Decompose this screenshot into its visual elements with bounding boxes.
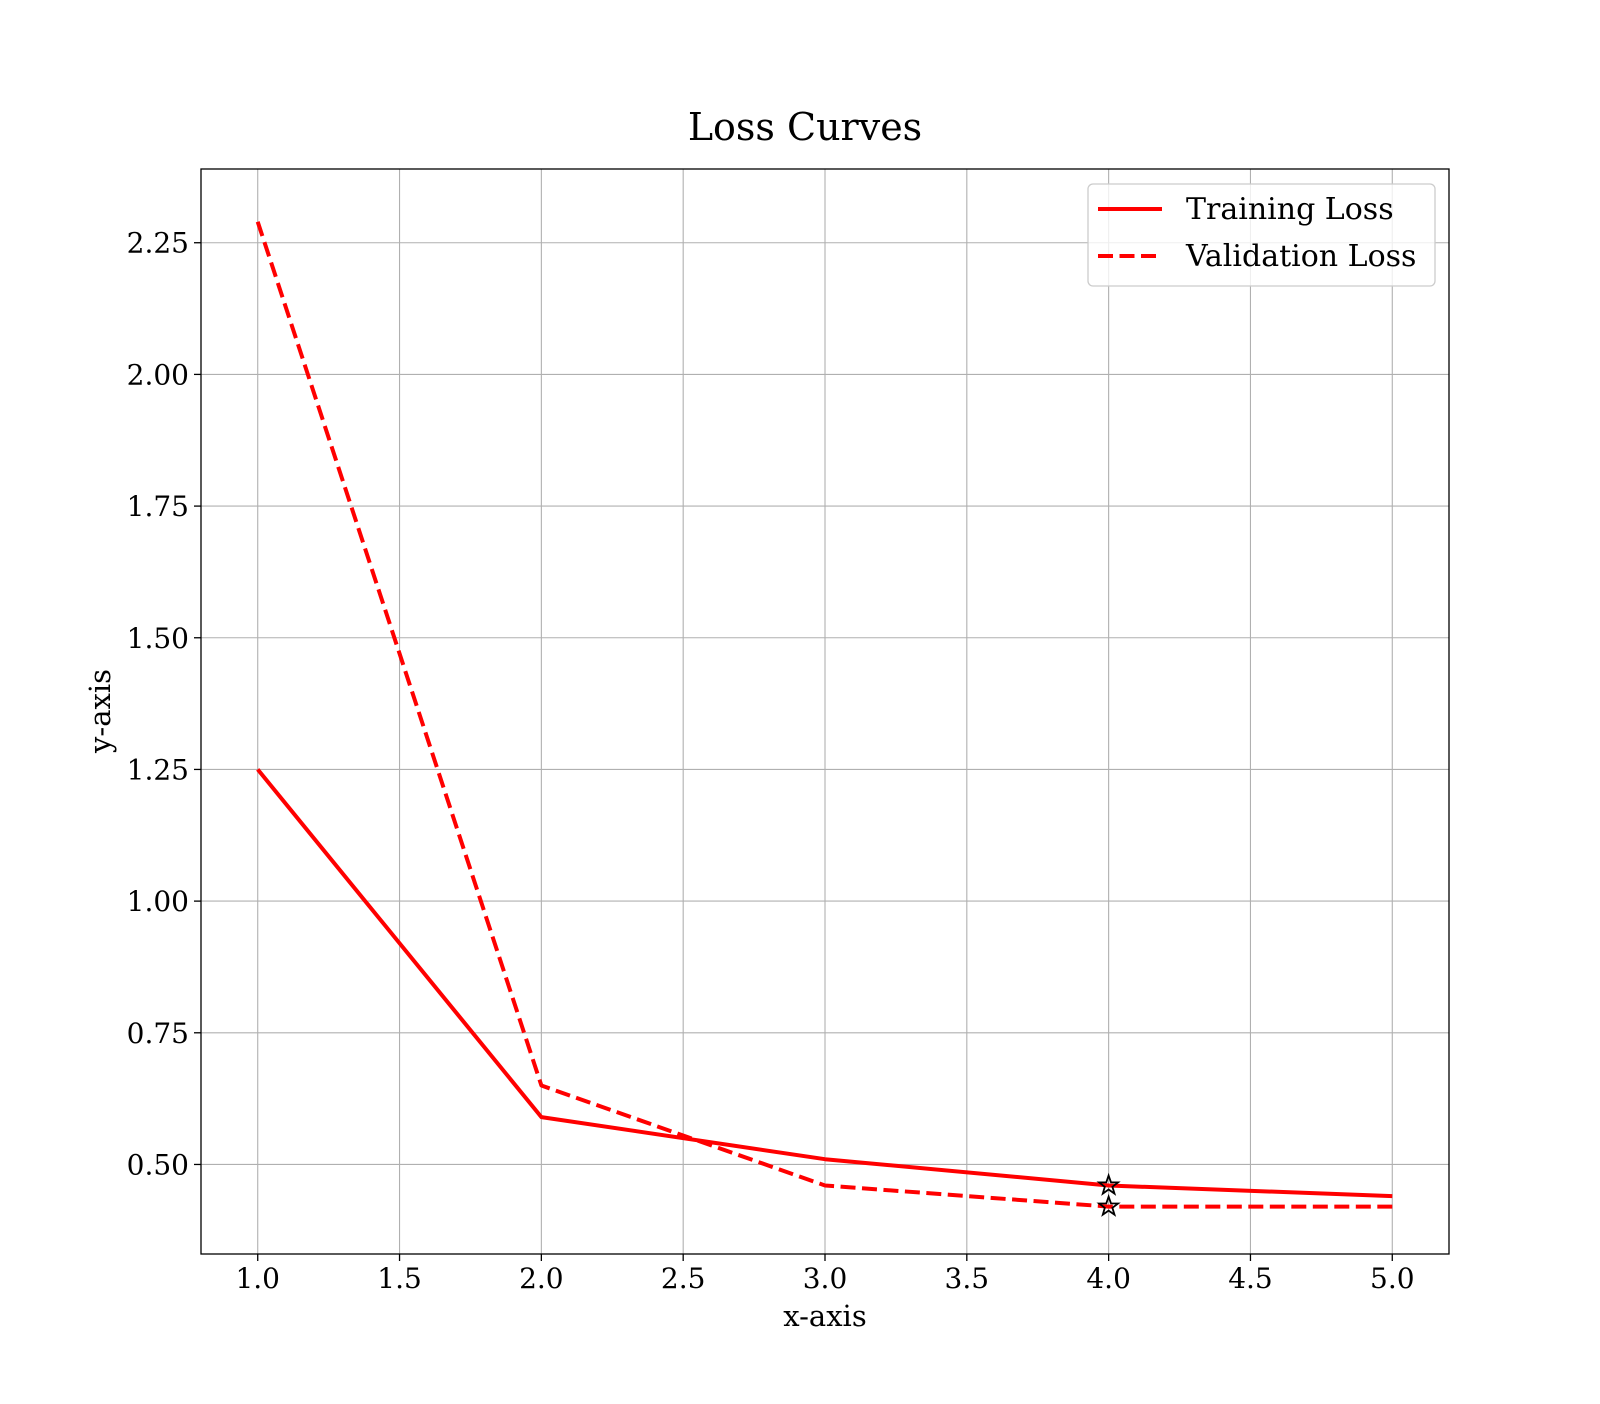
- series-line-validation-loss: [255, 221, 1393, 1209]
- y-tick-label: 1.00: [127, 885, 189, 918]
- x-tick-label: 1.5: [377, 1262, 422, 1295]
- grid-layer: [201, 169, 1449, 1254]
- x-tick-label: 5.0: [1370, 1262, 1415, 1295]
- y-tick-label: 1.50: [127, 622, 189, 655]
- y-tick-label: 0.75: [127, 1017, 189, 1050]
- x-axis-label: x-axis: [783, 1299, 866, 1333]
- y-tick-label: 1.75: [127, 490, 189, 523]
- y-tick-label: 2.25: [127, 227, 189, 260]
- chart-title: Loss Curves: [688, 105, 922, 149]
- x-tick-label: 2.5: [661, 1262, 706, 1295]
- series-line-training-loss: [256, 768, 1393, 1199]
- legend-box: [1087, 183, 1436, 287]
- y-axis-label: y-axis: [83, 669, 117, 754]
- line-layer: [255, 221, 1393, 1209]
- x-tick-label: 2.0: [519, 1262, 564, 1295]
- y-tick-label: 2.00: [127, 358, 189, 391]
- marker-layer: [1096, 1172, 1121, 1217]
- legend: Training Loss Validation Loss: [1087, 183, 1436, 287]
- x-tick-label: 4.0: [1086, 1262, 1131, 1295]
- legend-label-validation-loss: Validation Loss: [1185, 239, 1416, 274]
- x-tick-label: 1.0: [235, 1262, 280, 1295]
- star-marker: [1096, 1172, 1121, 1196]
- x-tick-label: 3.5: [945, 1262, 990, 1295]
- x-tick-label: 4.5: [1228, 1262, 1273, 1295]
- tick-layer: 1.0 1.5 2.0 2.5 3.0 3.5 4.0 4.5 5.0 0.50 0.75 1.00 1…: [127, 227, 1415, 1295]
- star-marker: [1096, 1193, 1121, 1217]
- x-tick-label: 3.0: [803, 1262, 848, 1295]
- y-tick-label: 1.25: [127, 753, 189, 786]
- legend-label-training-loss: Training Loss: [1186, 192, 1394, 227]
- y-tick-label: 0.50: [127, 1148, 189, 1181]
